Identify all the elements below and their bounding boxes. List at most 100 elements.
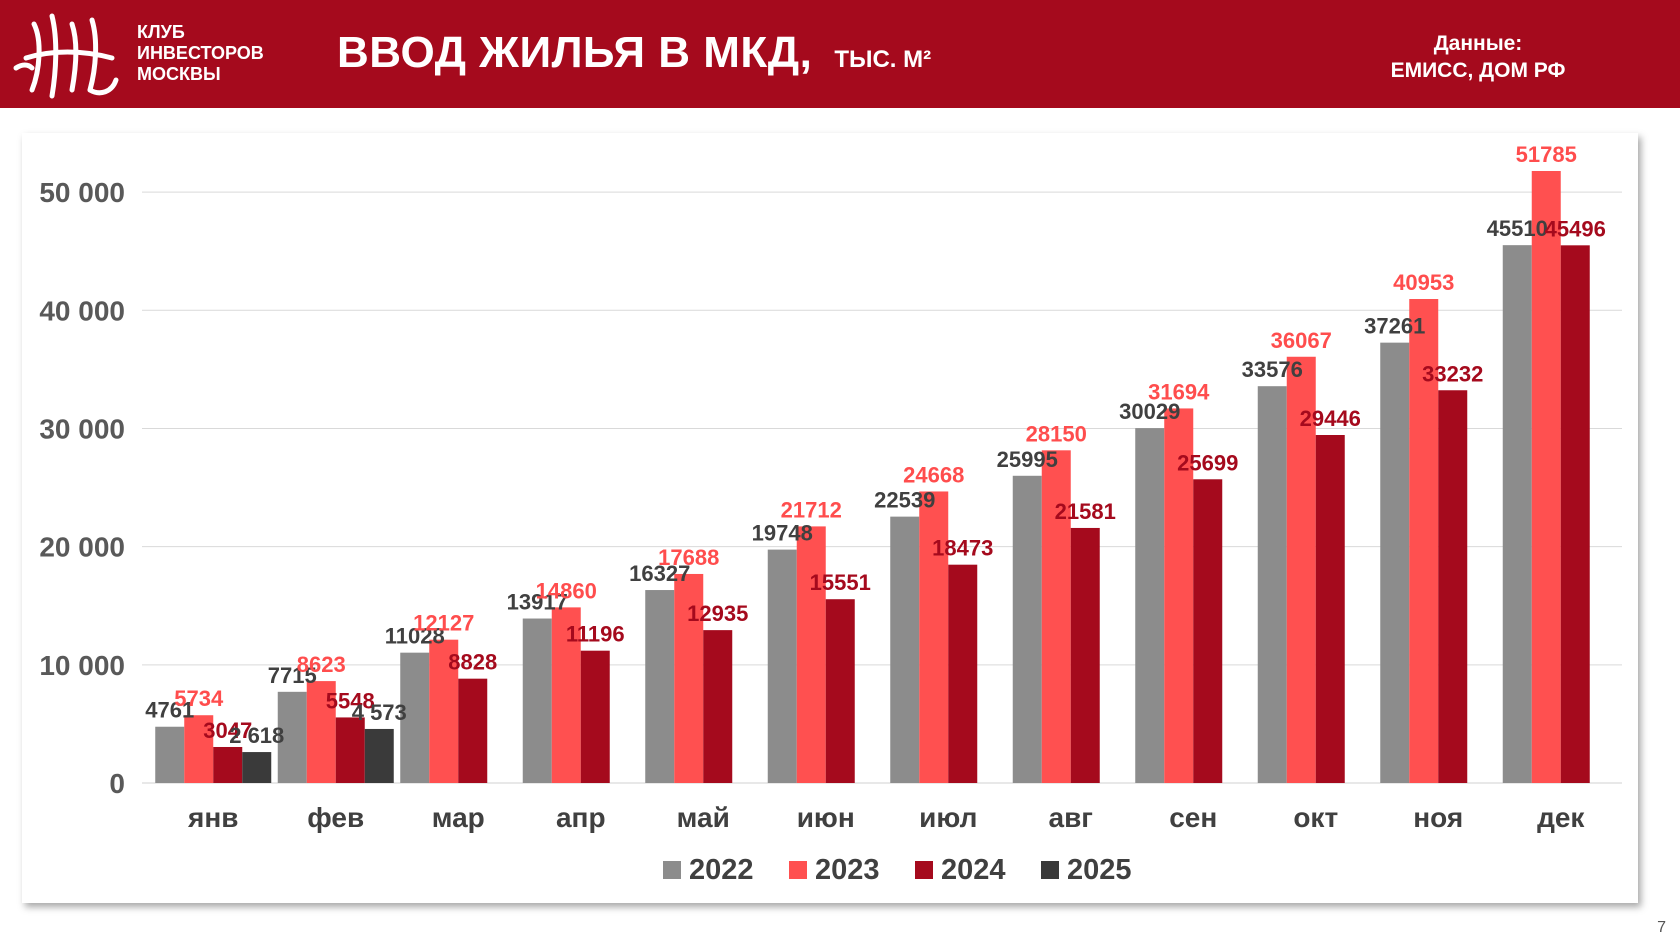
- club-line-2: ИНВЕСТОРОВ: [137, 43, 264, 63]
- data-label-2023: 40953: [1393, 270, 1454, 295]
- data-label-2024: 11196: [566, 622, 625, 647]
- legend-label-2023: 2023: [815, 854, 880, 886]
- data-label-2022: 7715: [268, 663, 317, 688]
- data-label-2024: 5548: [326, 688, 375, 713]
- club-logo: [13, 13, 119, 99]
- chart-panel: 0 10 000 20 000 30 000 40 000 50 000 янв фев мар…: [22, 133, 1638, 903]
- bar-2023: [674, 573, 704, 783]
- x-tick-label: янв: [187, 802, 238, 833]
- bar-2025: [242, 752, 272, 783]
- legend-swatch-2022: [663, 861, 681, 879]
- bar-2024: [335, 717, 365, 783]
- bar-2022: [890, 516, 920, 783]
- y-tick-label: 10 000: [39, 650, 125, 681]
- bar-2024: [825, 599, 855, 783]
- data-label-2022: 19748: [752, 521, 813, 546]
- data-label-2022: 45510: [1487, 216, 1548, 241]
- page-number: 7: [1657, 919, 1666, 936]
- data-label-2022: 37261: [1364, 314, 1425, 339]
- x-tick-label: май: [677, 802, 730, 833]
- x-tick-label: июн: [797, 802, 855, 833]
- data-label-2024: 33232: [1422, 361, 1483, 386]
- bar-2024: [1438, 390, 1468, 783]
- bar-2022: [1502, 245, 1532, 783]
- club-name: КЛУБ ИНВЕСТОРОВ МОСКВЫ: [137, 22, 264, 85]
- bar-2023: [1531, 170, 1561, 783]
- data-label-2022: 25995: [997, 447, 1058, 472]
- legend-swatch-2024: [915, 861, 933, 879]
- x-tick-label: авг: [1049, 802, 1093, 833]
- legend-label-2024: 2024: [941, 854, 1006, 886]
- data-label-2023: 31694: [1148, 379, 1210, 404]
- x-tick-label: июл: [919, 802, 977, 833]
- y-tick-label: 30 000: [39, 413, 125, 444]
- bar-2022: [522, 618, 552, 783]
- bar-2024: [1560, 245, 1590, 783]
- y-tick-label: 40 000: [39, 295, 125, 326]
- data-label-2023: 12127: [413, 611, 474, 636]
- header-bar: КЛУБ ИНВЕСТОРОВ МОСКВЫ ВВОД ЖИЛЬЯ В МКД,…: [0, 0, 1680, 108]
- data-label-2023: 17688: [658, 545, 719, 570]
- bar-2024: [1070, 527, 1100, 783]
- title-unit: ТЫС. М²: [834, 46, 932, 73]
- bar-2024: [1193, 479, 1223, 783]
- bar-2023: [1041, 450, 1071, 783]
- data-label-2024: 3047: [203, 718, 252, 743]
- source-label: Данные:: [1433, 32, 1523, 55]
- bar-2022: [645, 590, 675, 783]
- data-label-2023: 21712: [781, 497, 842, 522]
- y-tick-label: 20 000: [39, 532, 125, 563]
- title-text: ВВОД ЖИЛЬЯ В МКД,: [337, 28, 813, 77]
- data-label-2022: 11028: [385, 624, 445, 649]
- data-label-2024: 15551: [810, 570, 871, 595]
- data-label-2022: 16327: [629, 561, 690, 586]
- x-tick-label: мар: [432, 802, 485, 833]
- data-label-2024: 8828: [448, 650, 497, 675]
- data-label-2023: 24668: [903, 462, 964, 487]
- bar-2023: [919, 491, 949, 783]
- data-label-2023: 5734: [174, 686, 224, 711]
- data-label-2024: 25699: [1177, 450, 1238, 475]
- data-label-2022: 4761: [145, 698, 194, 723]
- legend-label-2025: 2025: [1067, 854, 1132, 886]
- x-tick-label: дек: [1537, 802, 1585, 833]
- x-tick-label: фев: [307, 802, 364, 833]
- x-tick-label: апр: [556, 802, 606, 833]
- data-label-2022: 22539: [874, 488, 935, 513]
- y-tick-label: 0: [109, 768, 125, 799]
- bar-2024: [703, 630, 733, 783]
- page-title: ВВОД ЖИЛЬЯ В МКД, ТЫС. М²: [337, 28, 931, 78]
- data-label-2022: 33576: [1242, 357, 1303, 382]
- bar-2022: [1012, 475, 1042, 783]
- club-line-1: КЛУБ: [137, 22, 185, 42]
- bar-2023: [796, 526, 826, 783]
- bar-2023: [1409, 299, 1439, 783]
- bar-2022: [277, 691, 307, 783]
- data-label-2023: 36067: [1271, 328, 1332, 353]
- data-label-2022: 30029: [1119, 399, 1180, 424]
- data-label-2023: 28150: [1026, 421, 1087, 446]
- source-value: ЕМИСС, ДОМ РФ: [1390, 59, 1566, 82]
- data-label-2023: 14860: [536, 578, 597, 603]
- data-label-2024: 18473: [932, 536, 993, 561]
- legend-label-2022: 2022: [689, 854, 754, 886]
- x-tick-label: ноя: [1413, 802, 1463, 833]
- x-tick-label: сен: [1169, 802, 1217, 833]
- bar-2024: [458, 678, 488, 783]
- bar-2024: [1315, 435, 1345, 783]
- bar-2022: [400, 652, 430, 783]
- data-label-2024: 21581: [1055, 499, 1116, 524]
- bar-2023: [551, 607, 581, 783]
- bar-2025: [364, 728, 394, 783]
- bar-2022: [1257, 386, 1287, 783]
- legend-swatch-2023: [789, 861, 807, 879]
- data-label-2022: 13917: [507, 590, 568, 615]
- data-label-2023: 51785: [1516, 142, 1577, 167]
- bar-2023: [306, 681, 336, 783]
- club-line-3: МОСКВЫ: [137, 64, 221, 84]
- data-label-2025: 2 618: [229, 723, 284, 748]
- data-source: Данные: ЕМИСС, ДОМ РФ: [1348, 30, 1608, 84]
- bar-2023: [429, 639, 459, 783]
- bar-chart: 0 10 000 20 000 30 000 40 000 50 000 янв фев мар…: [39, 142, 1622, 886]
- data-label-2024: 45496: [1545, 216, 1606, 241]
